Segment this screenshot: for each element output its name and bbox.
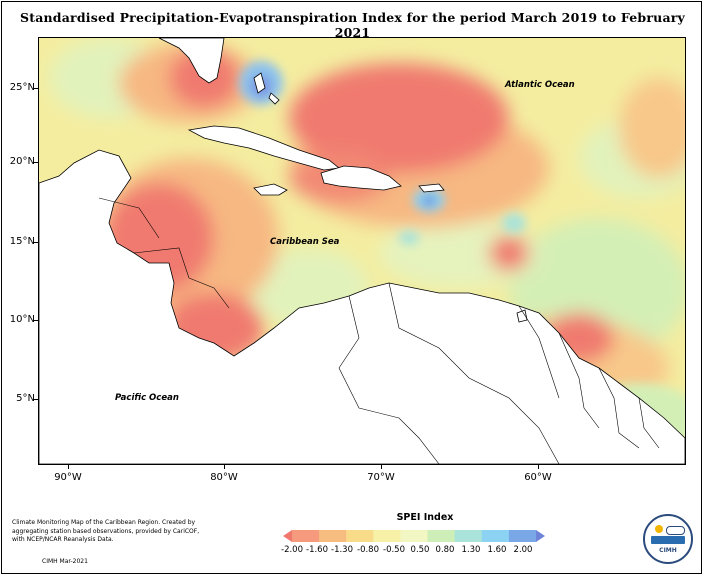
lat-label-10n: 10°N [9, 314, 35, 325]
legend-colorbar [283, 530, 545, 542]
legend-tick: 1.30 [461, 545, 481, 555]
legend-swatch [373, 530, 401, 542]
legend-arrow-high [536, 530, 545, 542]
lat-label-25n: 25°N [9, 82, 35, 93]
legend-tick: 0.50 [410, 545, 430, 555]
legend-swatch [481, 530, 510, 542]
caribbean-sea-label: Caribbean Sea [270, 237, 340, 247]
legend-swatch [508, 530, 537, 542]
spei-map-canvas [39, 38, 685, 464]
spei-map [38, 37, 686, 465]
lat-tick [34, 162, 38, 163]
lat-tick [34, 320, 38, 321]
legend-tick: 1.60 [487, 545, 507, 555]
lat-label-15n: 15°N [9, 236, 35, 247]
lon-label-80w: 80°W [210, 472, 238, 483]
legend-tick: -0.50 [383, 545, 405, 555]
legend-title: SPEI Index [396, 512, 454, 523]
map-title: Standardised Precipitation-Evapotranspir… [20, 10, 685, 40]
cloud-icon [666, 526, 685, 535]
lon-label-60w: 60°W [524, 472, 552, 483]
logo-text: CIMH [659, 547, 677, 554]
legend-swatch [454, 530, 483, 542]
map-credit: Climate Monitoring Map of the Caribbean … [12, 519, 200, 543]
pacific-ocean-label: Pacific Ocean [115, 393, 179, 403]
legend-tick-labels: -2.00 -1.60 -1.30 -0.80 -0.50 0.50 0.80 … [281, 545, 542, 557]
legend-tick: -0.80 [357, 545, 379, 555]
legend-tick: 0.80 [435, 545, 455, 555]
lon-tick [224, 465, 225, 469]
legend-tick: 2.00 [513, 545, 533, 555]
lon-label-90w: 90°W [54, 472, 82, 483]
legend-tick: -1.60 [306, 545, 328, 555]
sun-icon [655, 525, 663, 533]
map-source: CIMH Mar-2021 [42, 558, 88, 565]
legend-swatch [400, 530, 429, 542]
lat-label-20n: 20°N [9, 156, 35, 167]
lon-label-70w: 70°W [367, 472, 395, 483]
atlantic-ocean-label: Atlantic Ocean [505, 80, 575, 90]
lat-tick [34, 242, 38, 243]
legend-swatch [292, 530, 320, 542]
legend-tick: -2.00 [281, 545, 303, 555]
lat-tick [34, 88, 38, 89]
legend-tick: -1.30 [331, 545, 353, 555]
wave-icon [651, 536, 685, 544]
lon-tick [538, 465, 539, 469]
lat-label-5n: 5°N [16, 393, 35, 404]
lon-tick [68, 465, 69, 469]
legend-swatch [319, 530, 347, 542]
legend-swatch [427, 530, 456, 542]
legend-swatch [346, 530, 374, 542]
legend-arrow-low [283, 530, 292, 542]
cimh-logo: CIMH [643, 514, 693, 564]
lat-tick [34, 399, 38, 400]
lon-tick [381, 465, 382, 469]
